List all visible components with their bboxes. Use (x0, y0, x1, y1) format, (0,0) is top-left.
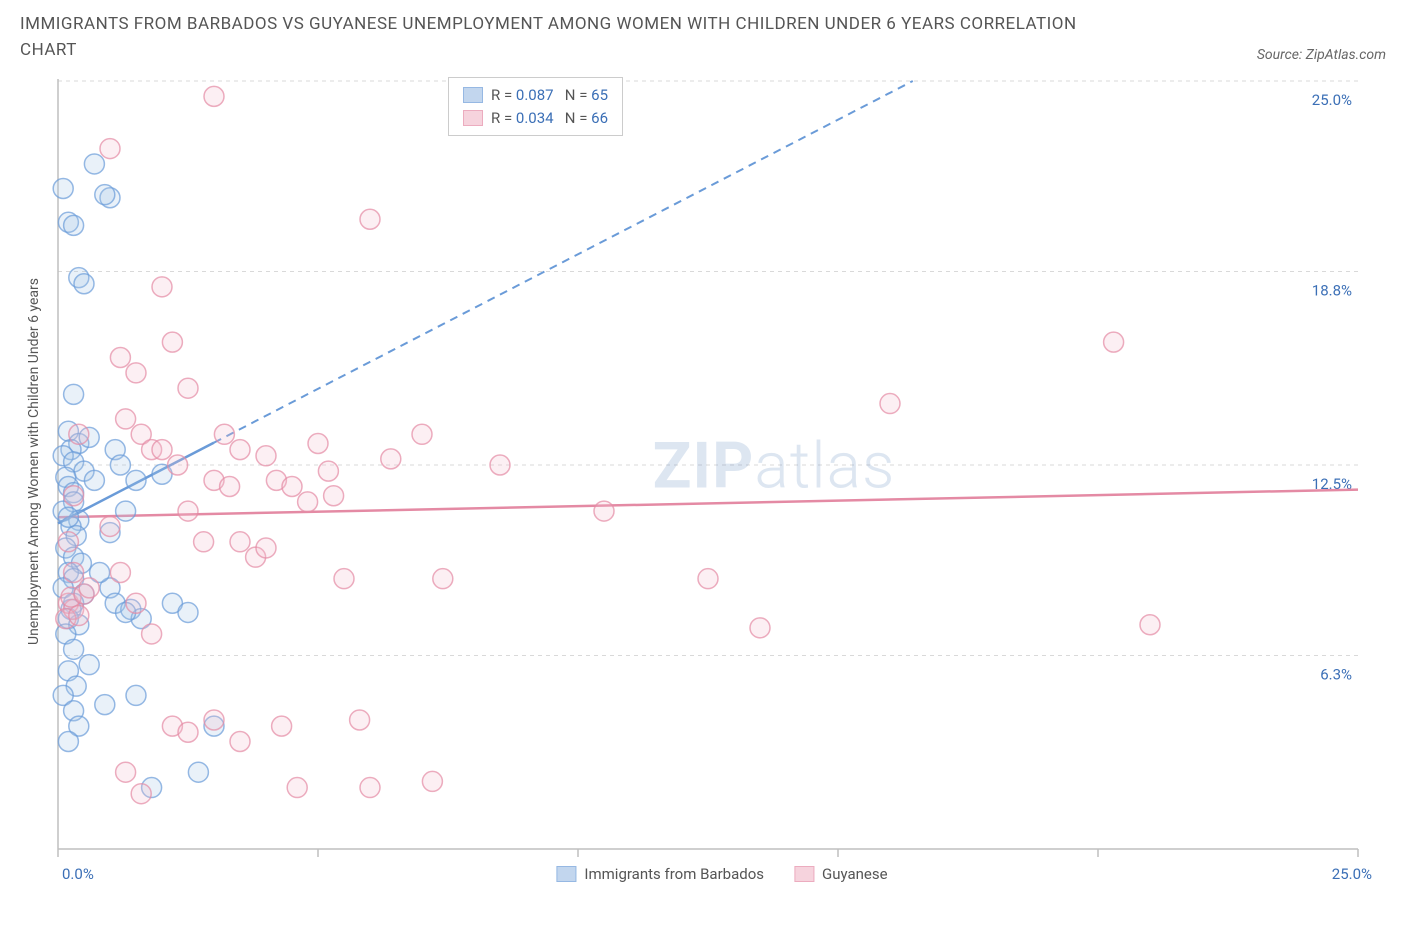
chart-title: IMMIGRANTS FROM BARBADOS VS GUYANESE UNE… (20, 12, 1120, 63)
plot-container: 6.3%12.5%18.8%25.0% ZIPatlas R = 0.087 N… (48, 71, 1368, 861)
source-label: Source: ZipAtlas.com (1257, 47, 1386, 63)
scatter-plot: 6.3%12.5%18.8%25.0% (48, 71, 1368, 861)
svg-text:18.8%: 18.8% (1312, 281, 1352, 299)
x-min-label: 0.0% (62, 865, 94, 883)
svg-text:25.0%: 25.0% (1312, 91, 1352, 109)
x-max-label: 25.0% (1332, 865, 1372, 883)
chart-wrap: Unemployment Among Women with Children U… (20, 71, 1386, 861)
header-row: IMMIGRANTS FROM BARBADOS VS GUYANESE UNE… (20, 12, 1386, 63)
series-legend: Immigrants from BarbadosGuyanese (556, 865, 887, 883)
svg-text:6.3%: 6.3% (1320, 665, 1352, 683)
x-axis-row: 0.0% Immigrants from BarbadosGuyanese 25… (62, 865, 1382, 883)
stats-legend: R = 0.087 N = 65R = 0.034 N = 66 (448, 77, 623, 136)
y-axis-label: Unemployment Among Women with Children U… (20, 71, 48, 851)
